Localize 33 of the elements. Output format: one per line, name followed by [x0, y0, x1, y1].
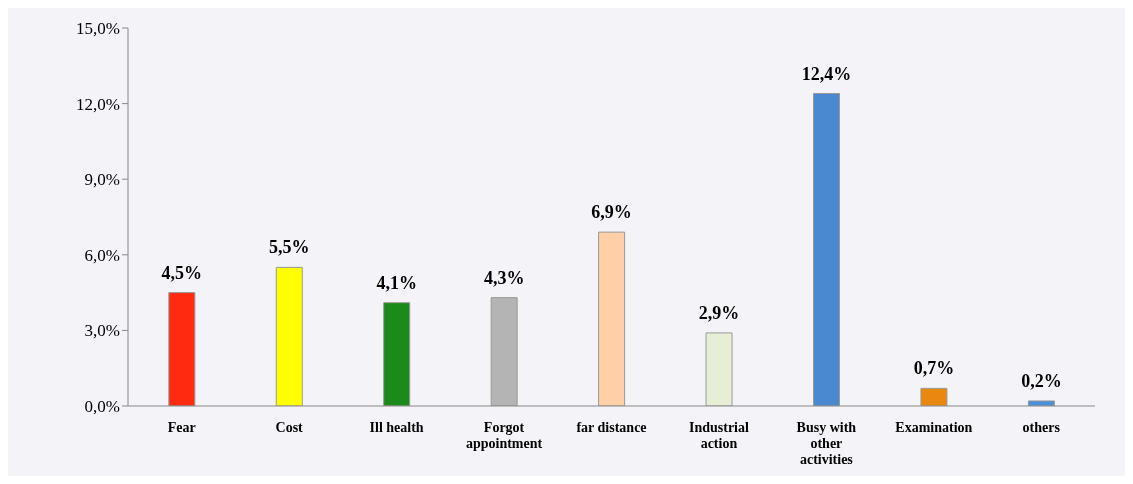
x-tick-label: far distance	[576, 420, 647, 435]
bar	[705, 332, 733, 406]
data-label: 2,9%	[698, 302, 740, 323]
data-label: 12,4%	[801, 63, 852, 84]
data-label: 5,5%	[269, 237, 310, 258]
bar	[275, 266, 303, 406]
y-tick-label: 9,0%	[84, 170, 120, 190]
x-tick-label: Examination	[895, 420, 973, 435]
bar	[383, 302, 411, 406]
y-tick-label: 3,0%	[84, 321, 120, 341]
bar	[598, 231, 626, 406]
data-label: 4,1%	[376, 272, 417, 293]
x-tick-label: others	[1022, 420, 1061, 435]
data-label: 4,3%	[483, 267, 525, 288]
x-tick-label: Industrial action	[688, 420, 749, 451]
bar	[490, 297, 518, 406]
y-tick-label: 6,0%	[84, 245, 120, 265]
x-tick-label: Busy with other activities	[796, 420, 857, 467]
x-tick-label: Fear	[167, 420, 196, 435]
data-label: 4,5%	[161, 262, 203, 283]
bar	[1027, 400, 1055, 406]
data-label: 0,2%	[1021, 370, 1062, 391]
data-label: 0,7%	[913, 358, 955, 379]
x-tick-label: Cost	[275, 420, 304, 435]
bar	[920, 387, 948, 406]
x-tick-label: Forgot appointment	[465, 420, 543, 451]
y-tick-label: 15,0%	[76, 19, 120, 39]
bar	[813, 93, 840, 406]
y-tick-label: 12,0%	[76, 94, 120, 114]
bar	[168, 292, 196, 406]
y-tick-label: 0,0%	[84, 397, 120, 417]
data-label: 6,9%	[591, 202, 632, 223]
x-tick-label: Ill health	[369, 420, 424, 435]
